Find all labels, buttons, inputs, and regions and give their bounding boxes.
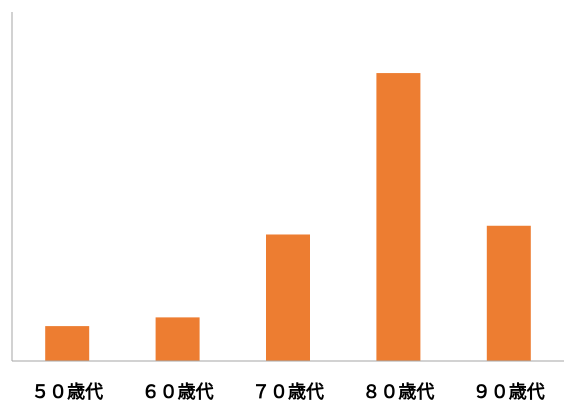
bar-4 bbox=[376, 73, 421, 361]
bar-2 bbox=[155, 317, 200, 362]
bar-5 bbox=[486, 225, 531, 361]
x-tick-label-2: ６０歳代 bbox=[142, 382, 214, 403]
x-tick-label-1: ５０歳代 bbox=[31, 382, 103, 403]
x-tick-label-3: ７０歳代 bbox=[252, 382, 324, 403]
axes-group bbox=[11, 12, 564, 362]
x-tick-label-4: ８０歳代 bbox=[362, 382, 434, 403]
category-labels-group: ５０歳代 ６０歳代 ７０歳代 ８０歳代 ９０歳代 bbox=[31, 382, 545, 403]
bars-group bbox=[45, 73, 531, 362]
bar-1 bbox=[45, 326, 90, 361]
bar-3 bbox=[266, 234, 310, 361]
x-tick-label-5: ９０歳代 bbox=[473, 382, 545, 403]
